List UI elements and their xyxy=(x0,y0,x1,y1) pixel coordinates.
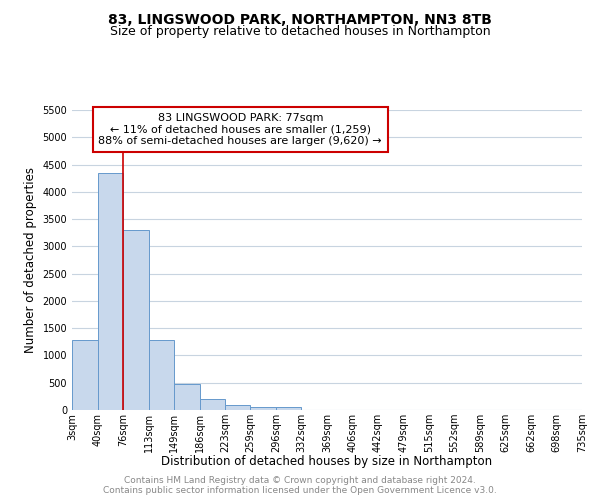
X-axis label: Distribution of detached houses by size in Northampton: Distribution of detached houses by size … xyxy=(161,455,493,468)
Text: Size of property relative to detached houses in Northampton: Size of property relative to detached ho… xyxy=(110,25,490,38)
Bar xyxy=(98,172,123,410)
Bar xyxy=(174,384,199,410)
Bar xyxy=(149,340,174,410)
Bar xyxy=(123,230,149,410)
Text: Contains HM Land Registry data © Crown copyright and database right 2024.: Contains HM Land Registry data © Crown c… xyxy=(124,476,476,485)
Text: Contains public sector information licensed under the Open Government Licence v3: Contains public sector information licen… xyxy=(103,486,497,495)
Bar xyxy=(250,406,276,410)
Bar xyxy=(225,404,250,410)
Bar xyxy=(276,408,301,410)
Text: 83, LINGSWOOD PARK, NORTHAMPTON, NN3 8TB: 83, LINGSWOOD PARK, NORTHAMPTON, NN3 8TB xyxy=(108,12,492,26)
Text: 83 LINGSWOOD PARK: 77sqm
← 11% of detached houses are smaller (1,259)
88% of sem: 83 LINGSWOOD PARK: 77sqm ← 11% of detach… xyxy=(98,113,382,146)
Bar xyxy=(72,340,98,410)
Bar xyxy=(199,398,225,410)
Y-axis label: Number of detached properties: Number of detached properties xyxy=(24,167,37,353)
